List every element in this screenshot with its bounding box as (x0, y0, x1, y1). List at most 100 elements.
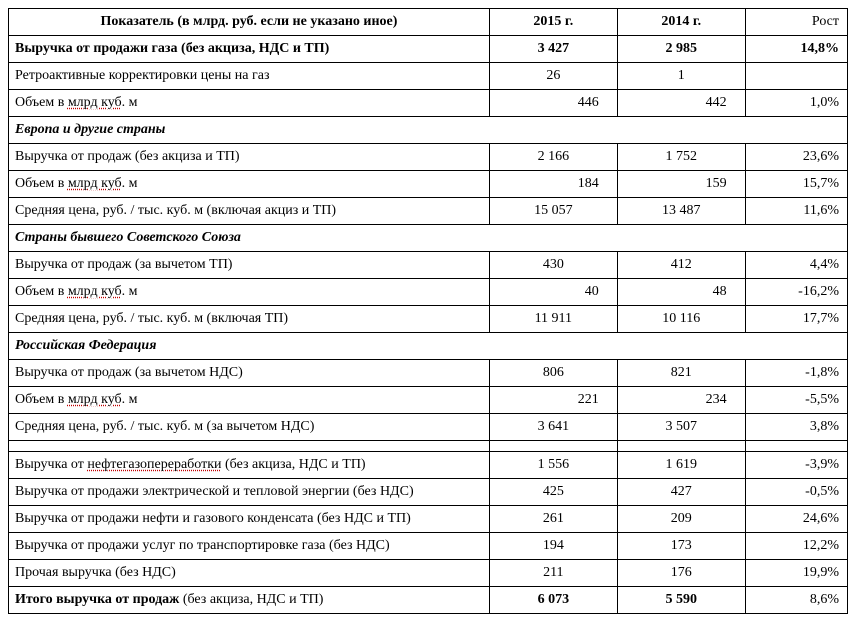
cell-2015: 221 (489, 387, 617, 414)
cell-growth: 12,2% (745, 533, 847, 560)
row-label: Выручка от нефтегазопереработки (без акц… (9, 452, 490, 479)
header-label: Показатель (в млрд. руб. если не указано… (9, 9, 490, 36)
empty-cell (489, 117, 617, 144)
table-row: Выручка от продажи услуг по транспортиро… (9, 533, 848, 560)
label-pre: Объем в (15, 176, 68, 191)
table-row: Выручка от продажи нефти и газового конд… (9, 506, 848, 533)
empty-cell (745, 225, 847, 252)
label-underlined: нефтегазопереработки (87, 457, 221, 472)
cell-2014: 1 (617, 63, 745, 90)
cell-growth: -1,8% (745, 360, 847, 387)
cell-2014: 209 (617, 506, 745, 533)
table-row: Выручка от продаж (за вычетом ТП) 430 41… (9, 252, 848, 279)
cell-2015: 3 641 (489, 414, 617, 441)
label-underlined: млрд куб (68, 392, 122, 407)
row-label: Выручка от продаж (за вычетом ТП) (9, 252, 490, 279)
row-label: Объем в млрд куб. м (9, 279, 490, 306)
cell-2015: 2 166 (489, 144, 617, 171)
empty-cell (617, 333, 745, 360)
table-row: Объем в млрд куб. м 184 159 15,7% (9, 171, 848, 198)
empty-cell (745, 117, 847, 144)
label-paren: (без акциза, НДС и ТП) (181, 41, 329, 56)
cell-growth: -0,5% (745, 479, 847, 506)
table-row: Выручка от продажи газа (без акциза, НДС… (9, 36, 848, 63)
label-pre: Объем в (15, 95, 68, 110)
label-underlined: млрд куб (68, 95, 122, 110)
cell-2014: 5 590 (617, 587, 745, 614)
cell-growth: 3,8% (745, 414, 847, 441)
table-row: Прочая выручка (без НДС) 211 176 19,9% (9, 560, 848, 587)
row-label: Выручка от продажи нефти и газового конд… (9, 506, 490, 533)
label-post: . м (122, 284, 138, 299)
cell-growth: -5,5% (745, 387, 847, 414)
label-text: Выручка от продажи газа (15, 41, 181, 56)
cell-2015: 425 (489, 479, 617, 506)
cell-2015: 806 (489, 360, 617, 387)
cell-growth: 8,6% (745, 587, 847, 614)
cell-2015: 26 (489, 63, 617, 90)
row-label: Итого выручка от продаж (без акциза, НДС… (9, 587, 490, 614)
section-row: Европа и другие страны (9, 117, 848, 144)
header-growth: Рост (745, 9, 847, 36)
cell-2014: 173 (617, 533, 745, 560)
table-row: Средняя цена, руб. / тыс. куб. м (включа… (9, 198, 848, 225)
cell-2014: 1 619 (617, 452, 745, 479)
label-rest: (без акциза, НДС и ТП) (179, 592, 323, 607)
cell-2014: 10 116 (617, 306, 745, 333)
row-label: Средняя цена, руб. / тыс. куб. м (включа… (9, 198, 490, 225)
cell-growth (745, 63, 847, 90)
cell-2015: 11 911 (489, 306, 617, 333)
section-label: Российская Федерация (9, 333, 490, 360)
section-label: Европа и другие страны (9, 117, 490, 144)
cell-2015: 15 057 (489, 198, 617, 225)
cell-growth: 11,6% (745, 198, 847, 225)
row-label: Выручка от продажи электрической и тепло… (9, 479, 490, 506)
row-label: Прочая выручка (без НДС) (9, 560, 490, 587)
cell-2015: 6 073 (489, 587, 617, 614)
row-label: Выручка от продаж (за вычетом НДС) (9, 360, 490, 387)
cell-2014: 1 752 (617, 144, 745, 171)
header-2014: 2014 г. (617, 9, 745, 36)
table-row: Выручка от продаж (за вычетом НДС) 806 8… (9, 360, 848, 387)
cell-2015: 184 (489, 171, 617, 198)
label-post: . м (122, 176, 138, 191)
table-row: Средняя цена, руб. / тыс. куб. м (включа… (9, 306, 848, 333)
cell-growth: 17,7% (745, 306, 847, 333)
label-post: . м (122, 95, 138, 110)
label-underlined: млрд куб (68, 176, 122, 191)
label-post: . м (122, 392, 138, 407)
cell-2015: 261 (489, 506, 617, 533)
row-label: Средняя цена, руб. / тыс. куб. м (за выч… (9, 414, 490, 441)
empty-cell (617, 117, 745, 144)
cell-2014: 13 487 (617, 198, 745, 225)
empty-cell (617, 225, 745, 252)
row-label: Выручка от продаж (без акциза и ТП) (9, 144, 490, 171)
row-label: Объем в млрд куб. м (9, 90, 490, 117)
header-2015: 2015 г. (489, 9, 617, 36)
cell-2014: 48 (617, 279, 745, 306)
empty-cell (745, 333, 847, 360)
table-row: Объем в млрд куб. м 446 442 1,0% (9, 90, 848, 117)
cell-2014: 427 (617, 479, 745, 506)
cell-2015: 3 427 (489, 36, 617, 63)
cell-growth: -3,9% (745, 452, 847, 479)
cell-2015: 1 556 (489, 452, 617, 479)
table-row: Выручка от нефтегазопереработки (без акц… (9, 452, 848, 479)
financial-table: Показатель (в млрд. руб. если не указано… (8, 8, 848, 614)
cell-2014: 412 (617, 252, 745, 279)
section-row: Страны бывшего Советского Союза (9, 225, 848, 252)
table-row: Средняя цена, руб. / тыс. куб. м (за выч… (9, 414, 848, 441)
table-row: Выручка от продаж (без акциза и ТП) 2 16… (9, 144, 848, 171)
section-label: Страны бывшего Советского Союза (9, 225, 490, 252)
cell-growth: 1,0% (745, 90, 847, 117)
section-row: Российская Федерация (9, 333, 848, 360)
row-label: Средняя цена, руб. / тыс. куб. м (включа… (9, 306, 490, 333)
table-row: Объем в млрд куб. м 221 234 -5,5% (9, 387, 848, 414)
empty-cell (489, 225, 617, 252)
row-label: Ретроактивные корректировки цены на газ (9, 63, 490, 90)
cell-2015: 430 (489, 252, 617, 279)
label-pre: Объем в (15, 392, 68, 407)
table-row: Выручка от продажи электрической и тепло… (9, 479, 848, 506)
cell-growth: -16,2% (745, 279, 847, 306)
cell-growth: 23,6% (745, 144, 847, 171)
